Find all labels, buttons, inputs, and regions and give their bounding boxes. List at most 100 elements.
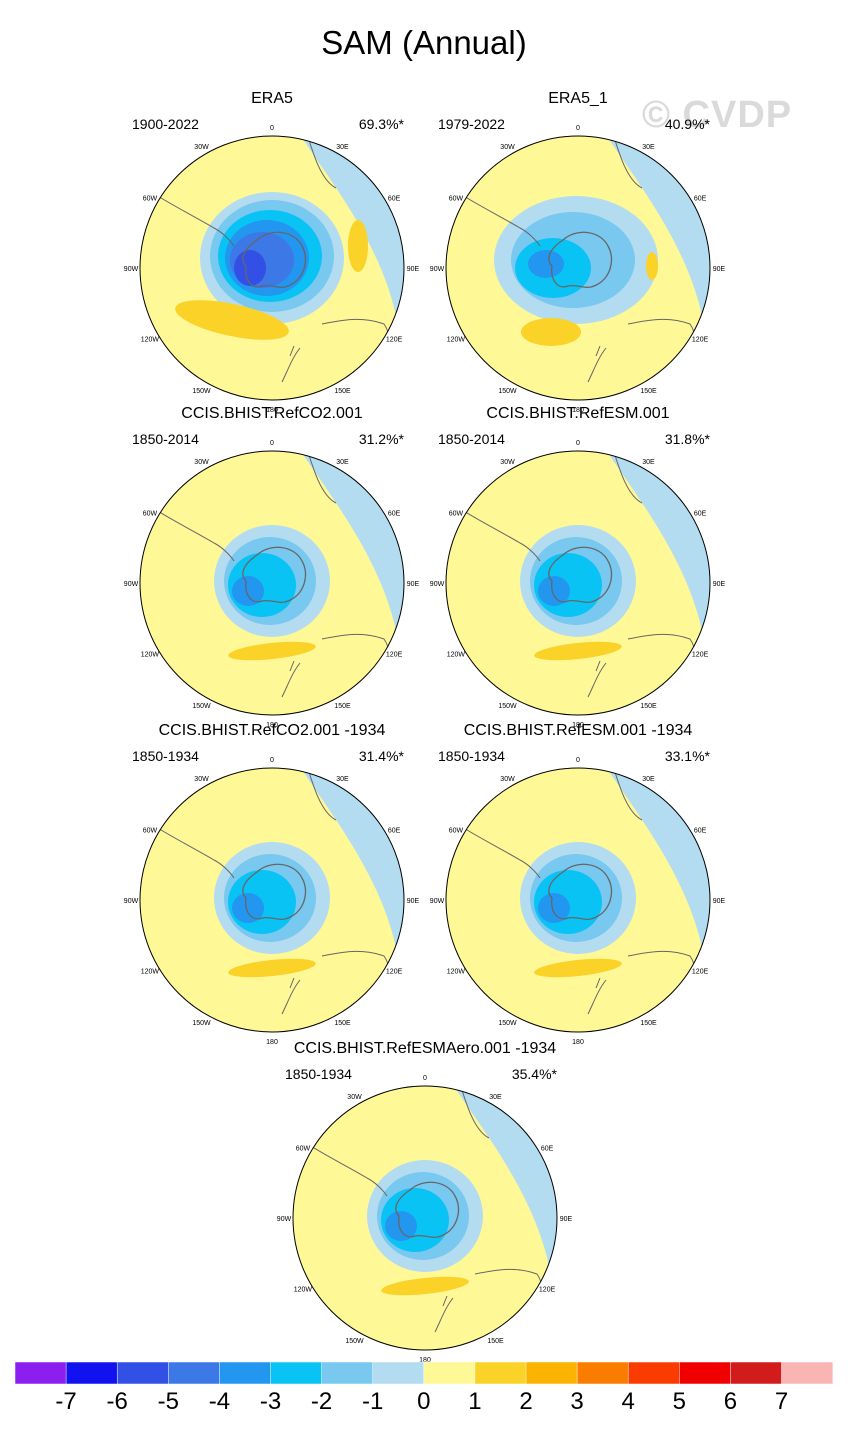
polar-map: 0 30E 60E 90E 120E 150E 180 150W 120W 90W 60W 30W	[124, 440, 420, 729]
longitude-label: 150E	[487, 1338, 504, 1345]
map-panel: CCIS.BHIST.RefESMAero.001 -1934 1850-1934…	[275, 1040, 575, 1364]
map-border	[445, 135, 711, 401]
longitude-label: 30E	[642, 144, 655, 151]
longitude-label: 90E	[407, 898, 420, 905]
longitude-label: 60W	[296, 1146, 311, 1153]
positive-region	[534, 641, 622, 661]
map-border	[445, 450, 711, 716]
longitude-label: 30E	[336, 144, 349, 151]
antarctica-outline	[548, 863, 613, 921]
longitude-label: 60E	[388, 511, 401, 518]
panel-years: 1850-1934	[285, 1066, 352, 1082]
colorbar-swatch	[576, 1361, 629, 1385]
longitude-label: 90W	[430, 898, 445, 905]
longitude-label: 90W	[277, 1216, 292, 1223]
colorbar-label: -7	[55, 1388, 76, 1415]
africa-outline	[609, 451, 643, 504]
colorbar-label: 6	[724, 1388, 737, 1415]
colorbar-swatch	[270, 1361, 323, 1385]
longitude-label: 60E	[694, 828, 707, 835]
longitude-label: 0	[423, 1075, 427, 1082]
antarctica-outline	[395, 1181, 460, 1239]
longitude-label: 60E	[694, 511, 707, 518]
longitude-label: 180	[419, 1357, 431, 1364]
panel-title: CCIS.BHIST.RefESM.001	[486, 405, 670, 422]
longitude-label: 180	[266, 722, 278, 729]
positive-region	[646, 252, 658, 280]
panel-percent: 69.3%*	[358, 116, 404, 132]
colorbar-label: 2	[519, 1388, 532, 1415]
colorbar-label: -5	[158, 1388, 179, 1415]
longitude-label: 180	[572, 722, 584, 729]
panel-title: ERA5	[251, 90, 293, 107]
colorbar-swatch	[679, 1361, 731, 1385]
map-panel: CCIS.BHIST.RefESM.001 -1934 1850-1934 33.1…	[428, 722, 728, 1046]
longitude-label: 120E	[539, 1287, 556, 1294]
longitude-label: 180	[266, 407, 278, 414]
longitude-label: 90E	[407, 266, 420, 273]
africa-outline	[609, 136, 643, 189]
map-panel: ERA5 1900-2022 69.3%* 0 30E 60E 90E 120E 150E 180…	[122, 90, 422, 414]
panel-title: CCIS.BHIST.RefCO2.001 -1934	[158, 722, 386, 739]
panel-years: 1850-2014	[438, 431, 505, 447]
map-border	[292, 1085, 558, 1351]
map-border	[139, 450, 405, 716]
panel-title: CCIS.BHIST.RefESM.001 -1934	[463, 722, 693, 739]
longitude-label: 150W	[498, 1020, 517, 1027]
map-border	[139, 135, 405, 401]
polar-map: 0 30E 60E 90E 120E 150E 180 150W 120W 90W 60W 30W	[430, 440, 726, 729]
colorbar: -7 -6 -5 -4 -3 -2 -1 0 1 2 3 4 5 6 7	[15, 1361, 833, 1415]
longitude-label: 60E	[388, 196, 401, 203]
positive-region	[348, 220, 368, 272]
longitude-label: 90W	[430, 581, 445, 588]
panel-percent: 33.1%*	[664, 748, 710, 764]
panel-percent: 31.8%*	[664, 431, 710, 447]
colorbar-swatch	[15, 1361, 67, 1385]
colorbar-label: 0	[417, 1388, 430, 1415]
longitude-label: 150W	[498, 703, 517, 710]
colorbar-label: 7	[775, 1388, 788, 1415]
colorbar-label: 4	[622, 1388, 635, 1415]
longitude-label: 0	[270, 125, 274, 132]
longitude-label: 90W	[124, 898, 139, 905]
longitude-label: 0	[270, 440, 274, 447]
africa-outline	[303, 768, 337, 821]
longitude-label: 30W	[194, 776, 209, 783]
colorbar-label: -1	[362, 1388, 383, 1415]
polar-map: 0 30E 60E 90E 120E 150E 180 150W 120W 90W 60W 30W	[124, 125, 420, 414]
polar-map: 0 30E 60E 90E 120E 150E 180 150W 120W 90W 60W 30W	[430, 125, 726, 414]
longitude-label: 90W	[124, 581, 139, 588]
new-zealand-outline	[587, 345, 607, 383]
contour-level	[234, 250, 266, 286]
longitude-label: 30E	[336, 459, 349, 466]
longitude-label: 150W	[498, 388, 517, 395]
longitude-label: 90W	[430, 266, 445, 273]
colorbar-swatch	[627, 1361, 680, 1385]
contour-level	[232, 893, 264, 923]
colorbar-swatch	[474, 1361, 527, 1385]
antarctica-outline	[242, 546, 307, 604]
longitude-label: 60W	[449, 196, 464, 203]
colorbar-swatch	[168, 1361, 220, 1385]
longitude-label: 0	[576, 757, 580, 764]
longitude-label: 30W	[194, 459, 209, 466]
antarctica-outline	[548, 231, 613, 289]
longitude-label: 60W	[143, 511, 158, 518]
longitude-label: 120W	[141, 652, 160, 659]
colorbar-label: -2	[311, 1388, 332, 1415]
longitude-label: 150E	[334, 703, 351, 710]
contour-level	[538, 576, 570, 606]
longitude-label: 150W	[345, 1338, 364, 1345]
map-panel: ERA5_1 1979-2022 40.9%* 0 30E 60E 90E 120E 150E 1…	[428, 90, 728, 414]
longitude-label: 30W	[500, 144, 515, 151]
longitude-label: 120W	[294, 1287, 313, 1294]
longitude-label: 30W	[500, 459, 515, 466]
colorbar-swatch	[781, 1361, 833, 1385]
positive-region	[228, 958, 316, 978]
positive-region	[381, 1276, 469, 1296]
longitude-label: 90E	[407, 581, 420, 588]
longitude-label: 60W	[449, 828, 464, 835]
longitude-label: 90E	[713, 266, 726, 273]
africa-outline	[303, 451, 337, 504]
longitude-label: 150E	[640, 1020, 657, 1027]
